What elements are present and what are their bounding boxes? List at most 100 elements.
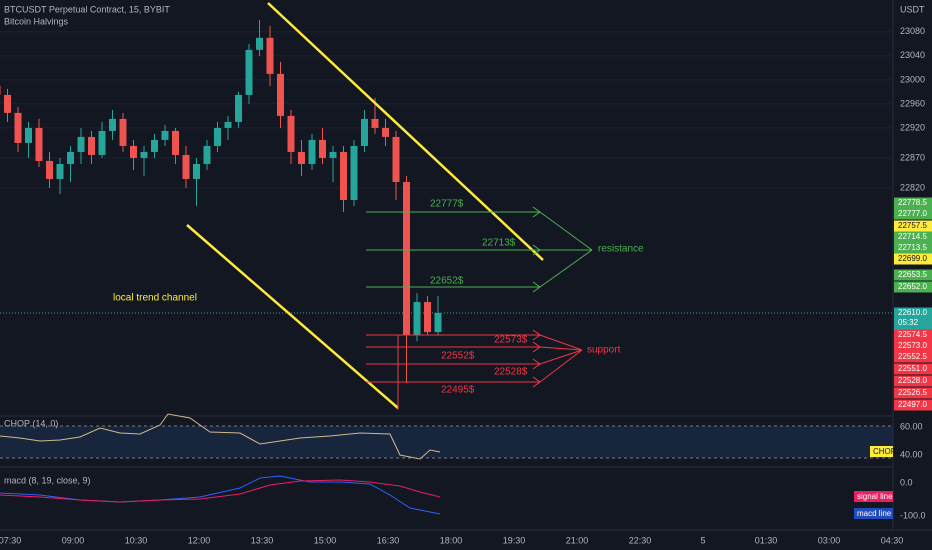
signal-badge [854,491,893,502]
price-label: 22714.5 [898,232,927,241]
candle-body [340,151,347,200]
level [366,249,593,293]
price-label: 22526.5 [898,388,927,397]
x-tick-label: 13:30 [251,535,274,545]
level [366,349,583,370]
signal-badge-text: signal line [857,492,893,501]
level [366,244,592,256]
candle-body [4,94,11,113]
macd-tick: 0.0 [900,477,913,487]
candle-body [361,118,368,146]
candle-body [308,139,316,164]
candle-body [14,112,22,143]
price-label-bg [894,307,932,330]
candle-body [0,85,1,95]
candle-body [371,118,379,128]
candle-body [77,136,85,152]
x-tick-label: 09:00 [62,535,85,545]
price-label: 22713.5 [898,243,927,252]
price-label-bg [894,269,932,281]
price-label-bg [894,329,932,341]
level-label: 22777$ [430,199,464,210]
candle-body [287,115,295,152]
resistance-label: resistance [598,244,644,255]
price-label-bg [894,363,932,375]
level-label: 22652$ [430,276,464,287]
chop-tick: 60.00 [900,421,923,431]
support-label: support [587,345,621,356]
candle-body [172,130,179,155]
level-label: 22495$ [441,385,475,396]
price-label-bg [894,281,932,293]
x-tick-label: 19:30 [503,535,526,545]
price-label: 22653.5 [898,270,927,279]
candle-body [382,127,389,137]
price-label: 22552.5 [898,352,927,361]
candle-body [277,73,284,116]
level-label: 22552$ [441,351,475,362]
price-label-bg [894,375,932,387]
level [366,206,593,251]
price-label: 22757.5 [898,221,927,230]
y-tick-label: 22870 [900,152,925,162]
x-tick-label: 16:30 [377,535,400,545]
y-tick-label: 23000 [900,74,925,84]
candle-body [46,160,53,179]
level [366,349,583,388]
drawings: 22777$ 22713$ 22652$ resistance 22573$ 2… [113,2,644,410]
candles [0,19,893,384]
candle-body [88,136,95,155]
candle-body [245,49,253,95]
candle-body [298,151,305,164]
x-tick-label: 04:30 [881,535,904,545]
candle-body [319,139,326,158]
x-tick-label: 5 [700,535,705,545]
y-tick-label: 23040 [900,50,925,60]
resistance-lines [366,206,593,293]
chop-line [0,413,441,460]
price-label: 22574.5 [898,330,927,339]
price-label-bg [894,387,932,399]
x-tick-label: 12:00 [188,535,211,545]
signal-line [0,479,441,503]
candle-body [235,94,242,122]
candle-body [424,302,431,333]
price-label-bg [894,197,932,209]
price-label-bg [894,208,932,220]
candle-body [25,127,32,143]
y-tick-label: 22920 [900,122,925,132]
candle-body [140,151,148,158]
price-label-bg [894,253,932,265]
candle-body [67,151,74,164]
candle-body [256,37,263,50]
candle-body [392,136,400,182]
price-label: 22777.0 [898,209,927,218]
candle-body [98,130,106,155]
countdown: 05:32 [898,318,919,327]
candle-body [329,151,337,158]
x-tick-label: 18:00 [440,535,463,545]
x-tick-label: 01:30 [755,535,778,545]
symbol: BTCUSDT Perpetual Contract, 15, BYBIT [4,4,170,14]
price-label: 22699.0 [898,254,927,263]
channel-label: local trend channel [113,293,197,304]
level [366,329,583,351]
price-label-bg [894,340,932,352]
price-label-bg [894,399,932,411]
price-label: 22573.0 [898,341,927,350]
y-tick-label: 22820 [900,182,925,192]
candle-body [350,145,358,200]
trend-line [267,2,544,261]
candle-body [151,139,158,152]
price-label: 22528.0 [898,376,927,385]
chop-tick: 40.00 [900,449,923,459]
chop-badge [870,446,893,457]
level-label: 22528$ [494,367,528,378]
price-label: 22497.0 [898,400,927,409]
y-tick-label: 22960 [900,98,925,108]
macd-badge [854,508,893,519]
candle-body [203,145,211,164]
candle-body [193,163,200,179]
chop-title: CHOP (14, 0) [4,418,58,428]
